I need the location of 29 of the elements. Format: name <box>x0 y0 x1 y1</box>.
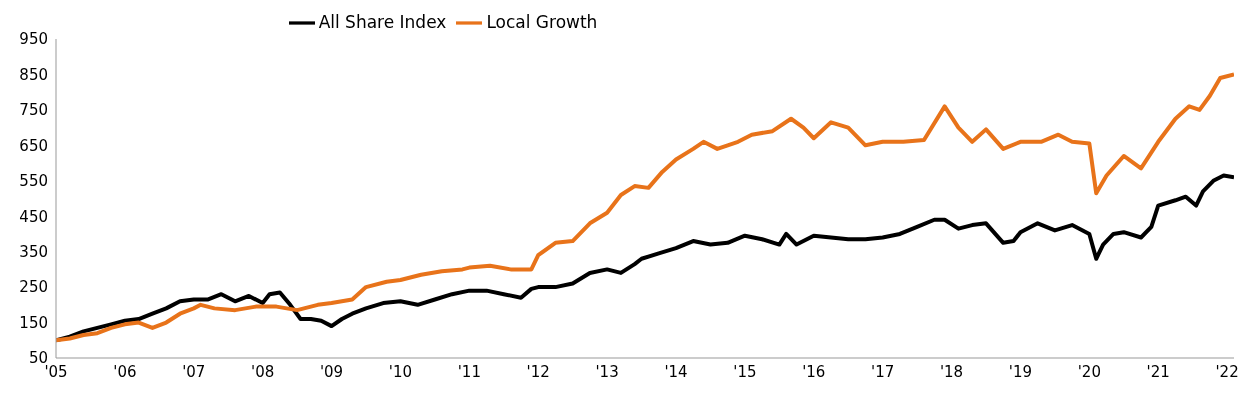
x-tick-label: '08 <box>251 362 275 381</box>
y-tick-label: 750 <box>19 101 48 120</box>
legend-label: Local Growth <box>486 12 598 32</box>
x-tick-label: '17 <box>871 362 895 381</box>
x-tick-label: '18 <box>939 362 964 381</box>
x-tick-label: '15 <box>733 362 757 381</box>
x-tick-label: '20 <box>1077 362 1101 381</box>
x-tick-label: '13 <box>595 362 619 381</box>
x-tick-label: '19 <box>1008 362 1033 381</box>
x-tick-label: '11 <box>457 362 481 381</box>
y-tick-label: 550 <box>19 172 48 191</box>
y-tick-label: 850 <box>19 65 48 84</box>
y-tick-label: 950 <box>19 30 48 49</box>
x-tick-label: '22 <box>1215 362 1239 381</box>
x-tick-label: '14 <box>664 362 688 381</box>
y-tick-label: 250 <box>19 278 48 297</box>
x-tick-label: '09 <box>319 362 344 381</box>
y-tick-label: 350 <box>19 242 48 261</box>
y-tick-label: 450 <box>19 207 48 226</box>
line-series <box>56 72 1234 343</box>
x-tick-label: '16 <box>802 362 826 381</box>
legend-label: All Share Index <box>318 12 447 32</box>
x-tick-label: '07 <box>182 362 206 381</box>
x-tick-label: '06 <box>113 362 137 381</box>
x-tick-label: '12 <box>526 362 550 381</box>
x-tick-label: '21 <box>1146 362 1170 381</box>
y-tick-label: 150 <box>19 313 48 332</box>
y-tick-label: 650 <box>19 136 48 155</box>
x-tick-label: '10 <box>388 362 413 381</box>
